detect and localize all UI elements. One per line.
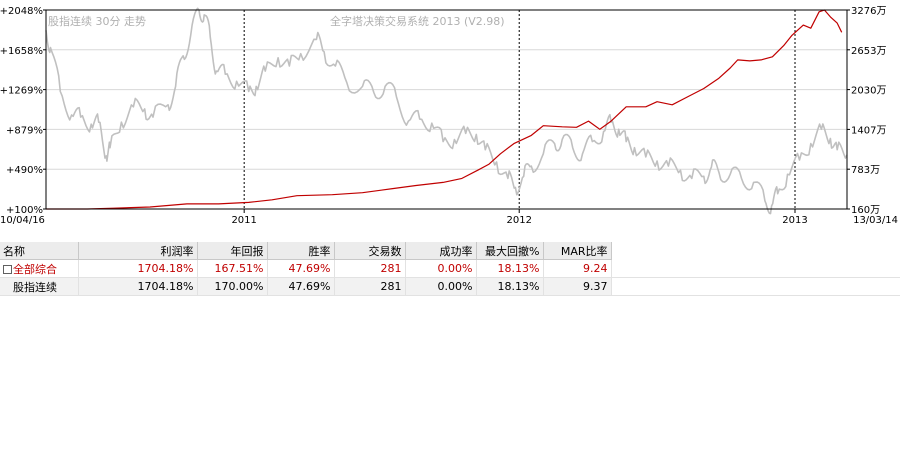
table-header-row: 名称 利润率 年回报 胜率 交易数 成功率 最大回撤% MAR比率 [0,242,900,260]
success-cell: 0.00% [405,277,477,296]
right-tick-label: 1407万 [851,125,886,136]
annual-cell: 167.51% [197,259,268,278]
performance-table: 名称 利润率 年回报 胜率 交易数 成功率 最大回撤% MAR比率 全部综合 1… [0,242,900,296]
header-mar[interactable]: MAR比率 [543,242,612,260]
mar-cell: 9.24 [543,259,612,278]
x-tick-label: 2013 [782,215,807,226]
trades-cell: 281 [334,277,406,296]
x-tick-label: 2011 [231,215,256,226]
row-name: 股指连续 [13,280,57,294]
right-tick-label: 783万 [851,165,880,176]
mar-cell: 9.37 [543,277,612,296]
watermark-left: 股指连续 30分 走势 [48,14,146,28]
equity-curve-line [46,9,843,210]
drawdown-cell: 18.13% [476,259,544,278]
profit-cell: 1704.18% [78,259,198,278]
plot-frame [45,9,848,210]
x-start-label: 10/04/16 [0,215,45,226]
success-cell: 0.00% [405,259,477,278]
right-tick-label: 3276万 [851,6,886,17]
annual-cell: 170.00% [197,277,268,296]
left-tick-label: +490% [6,165,43,176]
winrate-cell: 47.69% [267,277,335,296]
row-expand-icon[interactable] [3,264,12,274]
left-tick-label: +879% [6,125,43,136]
header-drawdown[interactable]: 最大回撤% [476,242,544,260]
winrate-cell: 47.69% [267,259,335,278]
index-price-line [45,7,848,215]
left-tick-label: +1269% [0,86,43,97]
header-annual[interactable]: 年回报 [197,242,268,260]
right-tick-label: 160万 [851,205,880,216]
header-filler [611,242,900,260]
right-tick-label: 2653万 [851,46,886,57]
header-success[interactable]: 成功率 [405,242,477,260]
left-tick-label: +2048% [0,6,43,17]
right-axis: 3276万 2653万 2030万 1407万 783万 160万 [847,6,886,216]
grid-lines [46,10,847,209]
series-layer [45,7,848,215]
filler-cell [611,277,900,296]
header-name[interactable]: 名称 [0,242,79,260]
drawdown-cell: 18.13% [476,277,544,296]
row-name-cell[interactable]: 股指连续 [0,277,79,296]
x-axis: 2011 2012 2013 10/04/16 13/03/14 [0,209,898,226]
table-row[interactable]: 股指连续 1704.18% 170.00% 47.69% 281 0.00% 1… [0,277,900,296]
table-row[interactable]: 全部综合 1704.18% 167.51% 47.69% 281 0.00% 1… [0,259,900,278]
trades-cell: 281 [334,259,406,278]
header-trades[interactable]: 交易数 [334,242,406,260]
x-tick-label: 2012 [506,215,531,226]
profit-cell: 1704.18% [78,277,198,296]
filler-cell [611,259,900,278]
header-profit[interactable]: 利润率 [78,242,198,260]
left-tick-label: +100% [6,205,43,216]
right-tick-label: 2030万 [851,86,886,97]
row-name-cell[interactable]: 全部综合 [0,259,79,278]
x-end-label: 13/03/14 [853,215,898,226]
equity-chart: 股指连续 30分 走势 全字塔决策交易系统 2013 (V2.98) +2048… [0,6,898,226]
row-name: 全部综合 [13,262,57,276]
watermark-center: 全字塔决策交易系统 2013 (V2.98) [330,14,505,28]
left-tick-label: +1658% [0,46,43,57]
left-axis: +2048% +1658% +1269% +879% +490% +100% [0,6,46,216]
header-winrate[interactable]: 胜率 [267,242,335,260]
